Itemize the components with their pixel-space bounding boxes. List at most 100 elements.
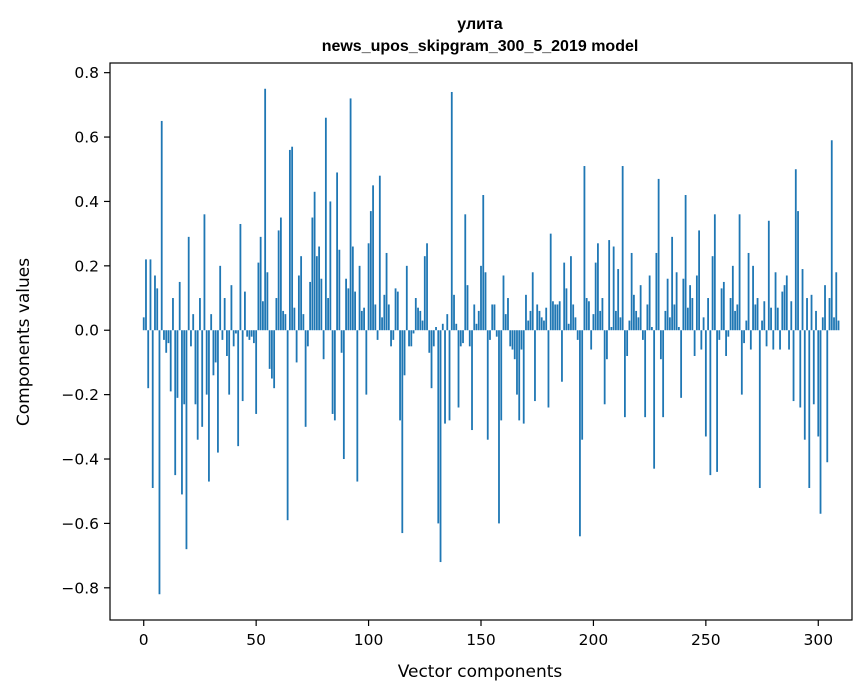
bar-193 — [576, 330, 579, 340]
bar-296 — [808, 330, 811, 488]
bar-67 — [293, 307, 296, 331]
bar-272 — [754, 304, 757, 331]
bar-49 — [253, 330, 255, 344]
bar-262 — [731, 265, 734, 331]
bar-156 — [493, 304, 496, 331]
bar-301 — [819, 330, 822, 514]
bar-273 — [756, 298, 759, 331]
bar-155 — [491, 304, 494, 331]
plot-frame — [109, 62, 853, 621]
bar-84 — [331, 330, 334, 414]
bar-32 — [214, 330, 217, 363]
bar-13 — [172, 298, 174, 331]
bar-299 — [815, 310, 817, 331]
bar-210 — [615, 310, 617, 331]
bar-65 — [288, 149, 291, 331]
bar-290 — [794, 169, 797, 331]
bar-170 — [525, 294, 527, 331]
bar-174 — [534, 330, 536, 402]
bar-223 — [644, 330, 647, 418]
bar-113 — [396, 291, 399, 331]
bar-40 — [232, 330, 235, 347]
bar-282 — [776, 307, 779, 331]
bar-250 — [704, 330, 707, 437]
bar-166 — [516, 330, 518, 395]
bar-90 — [345, 278, 347, 331]
bar-203 — [599, 310, 602, 331]
bar-171 — [527, 320, 530, 331]
bar-254 — [713, 214, 716, 331]
bar-185 — [558, 301, 561, 331]
bar-144 — [466, 285, 469, 331]
bar-29 — [208, 330, 210, 482]
bar-216 — [628, 320, 631, 331]
bar-82 — [327, 298, 329, 331]
bar-41 — [235, 330, 237, 334]
bar-260 — [727, 330, 730, 337]
bar-101 — [369, 211, 372, 331]
bar-139 — [455, 323, 458, 331]
bar-177 — [540, 317, 543, 331]
bar-128 — [430, 330, 433, 389]
bar-145 — [468, 330, 471, 347]
y-tick-label-8: 0.8 — [74, 64, 99, 82]
bar-106 — [381, 317, 383, 331]
bar-302 — [821, 317, 824, 331]
bar-132 — [439, 330, 442, 563]
bar-142 — [462, 330, 464, 344]
bar-124 — [421, 320, 424, 331]
bar-33 — [217, 330, 219, 453]
bar-157 — [495, 330, 498, 337]
bar-164 — [511, 330, 514, 350]
bar-277 — [765, 330, 768, 347]
bar-72 — [304, 330, 307, 427]
bar-211 — [617, 269, 620, 331]
bar-249 — [702, 317, 705, 331]
bar-34 — [219, 265, 222, 331]
bar-173 — [531, 272, 534, 331]
bar-37 — [226, 330, 228, 356]
bar-31 — [212, 330, 215, 376]
bar-114 — [399, 330, 401, 421]
bar-43 — [239, 223, 242, 331]
bar-10 — [165, 330, 168, 353]
bar-73 — [306, 330, 309, 347]
x-tick-label-200: 200 — [579, 631, 609, 649]
bar-103 — [374, 304, 377, 331]
bar-149 — [477, 310, 480, 331]
bar-180 — [547, 330, 550, 408]
bar-141 — [459, 330, 462, 347]
bar-123 — [419, 310, 422, 331]
bar-95 — [356, 330, 359, 482]
bar-143 — [464, 214, 467, 331]
bar-161 — [504, 314, 507, 331]
bar-278 — [767, 220, 770, 331]
bar-227 — [653, 330, 656, 469]
bar-178 — [543, 320, 545, 331]
bar-69 — [297, 275, 300, 331]
bar-64 — [286, 330, 289, 521]
bar-126 — [426, 243, 428, 331]
bar-38 — [228, 330, 231, 395]
y-tick-label-0: −0.8 — [61, 579, 99, 597]
bar-197 — [585, 298, 588, 331]
bar-265 — [738, 214, 741, 331]
bar-19 — [185, 330, 188, 550]
bar-153 — [486, 330, 489, 440]
bar-266 — [740, 330, 743, 395]
bar-150 — [480, 265, 482, 331]
bar-263 — [734, 310, 736, 331]
y-tick-label-3: −0.2 — [61, 386, 99, 404]
bar-168 — [520, 330, 523, 350]
bar-160 — [502, 275, 505, 331]
bar-271 — [752, 265, 754, 331]
bar-279 — [770, 307, 772, 331]
bar-183 — [554, 304, 557, 331]
bar-256 — [718, 330, 721, 340]
bar-189 — [567, 323, 570, 331]
bar-226 — [650, 327, 653, 331]
bar-239 — [680, 330, 683, 398]
bar-294 — [803, 330, 806, 440]
bar-100 — [367, 243, 370, 331]
